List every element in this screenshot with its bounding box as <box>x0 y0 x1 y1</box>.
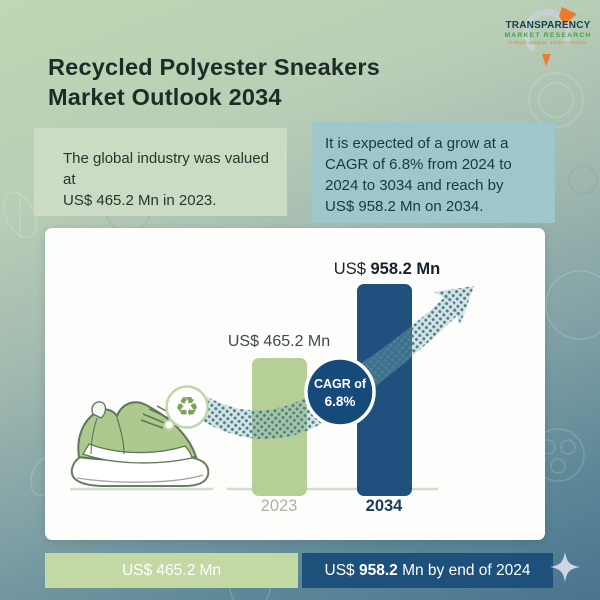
sparkle-icon <box>550 552 580 582</box>
logo-text-transparency: TRANSPARENCY <box>505 20 591 31</box>
page-title: Recycled Polyester Sneakers Market Outlo… <box>48 52 380 112</box>
highlight-box-cagr: It is expected of a grow at a CAGR of 6.… <box>312 122 555 223</box>
page-title-line1: Recycled Polyester Sneakers <box>48 54 380 80</box>
highlight-box-2023: The global industry was valued at US$ 46… <box>34 128 287 216</box>
bottom-band-2034: US$ 958.2 Mn by end of 2024 <box>302 553 553 588</box>
bar-chart: US$ 465.2 Mn US$ 958.2 Mn 2023 2034 CAGR… <box>70 260 474 515</box>
highlight-right-line4: US$ 958.2 Mn on 2034. <box>325 198 484 215</box>
logo-swirl-icon <box>522 7 577 66</box>
category-label-2023: 2023 <box>261 497 298 515</box>
recycle-icon: ♻ <box>163 385 209 431</box>
bottom-band-2023: US$ 465.2 Mn <box>45 553 298 588</box>
sneaker-illustration <box>70 401 210 487</box>
category-label-2034: 2034 <box>366 497 404 515</box>
bottom-band-2023-value: US$ 465.2 Mn <box>121 561 222 579</box>
cagr-badge-line1: CAGR of <box>314 377 367 391</box>
logo-tagline: in-depth analysis. accurate results. <box>508 40 588 45</box>
chart-card: US$ 465.2 Mn US$ 958.2 Mn 2023 2034 CAGR… <box>45 228 545 540</box>
bottom-band-2034-value: US$ 958.2 Mn by end of 2024 <box>324 561 531 579</box>
cagr-badge: CAGR of 6.8% <box>304 356 376 428</box>
value-label-2023: US$ 465.2 Mn <box>228 333 330 350</box>
highlight-right-line1: It is expected of a grow at a <box>325 135 509 152</box>
recycle-glyph: ♻ <box>175 392 199 422</box>
logo-text-market-research: MARKET RESEARCH <box>504 32 592 39</box>
highlight-right-line2: CAGR of 6.8% from 2024 to <box>325 156 512 173</box>
brand-logo: TRANSPARENCY MARKET RESEARCH in-depth an… <box>502 4 594 68</box>
value-label-2034: US$ 958.2 Mn <box>334 260 440 278</box>
cagr-badge-line2: 6.8% <box>325 394 356 409</box>
highlight-left-line2: US$ 465.2 Mn in 2023. <box>63 192 217 209</box>
highlight-left-line1: The global industry was valued at <box>63 150 269 188</box>
highlight-right-line3: 2024 to 3034 and reach by <box>325 177 504 194</box>
page-title-line2: Market Outlook 2034 <box>48 84 282 110</box>
